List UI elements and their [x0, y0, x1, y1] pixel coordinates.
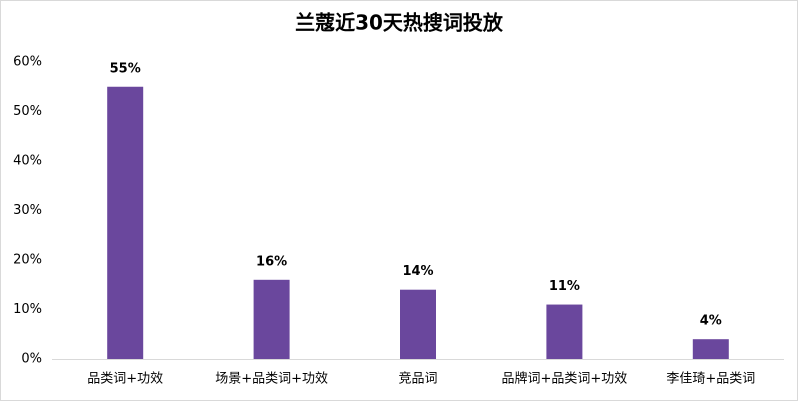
x-tick-label: 品牌词+品类词+功效 — [502, 371, 628, 387]
x-tick-label: 场景+品类词+功效 — [215, 372, 328, 387]
bar — [692, 339, 729, 359]
y-tick-label: 20% — [13, 253, 42, 268]
y-tick-label: 30% — [13, 203, 42, 218]
x-tick-label: 竞品词 — [398, 371, 437, 387]
value-label: 14% — [402, 264, 433, 279]
value-label: 16% — [256, 254, 287, 269]
y-tick-label: 40% — [13, 154, 42, 169]
bar — [107, 86, 144, 359]
value-label: 4% — [700, 314, 722, 329]
y-tick-label: 10% — [13, 302, 42, 317]
y-tick-label: 60% — [13, 55, 42, 70]
value-label: 11% — [549, 279, 580, 294]
bar — [400, 289, 436, 359]
bar — [546, 304, 583, 359]
x-tick-label: 品类词+功效 — [87, 372, 163, 387]
x-tick-label: 李佳琦+品类词 — [666, 372, 755, 387]
y-tick-label: 50% — [13, 104, 42, 119]
bar — [253, 279, 290, 359]
value-label: 55% — [110, 61, 141, 76]
y-tick-label: 0% — [21, 352, 42, 367]
chart-title: 兰蔻近30天热搜词投放 — [295, 11, 504, 35]
